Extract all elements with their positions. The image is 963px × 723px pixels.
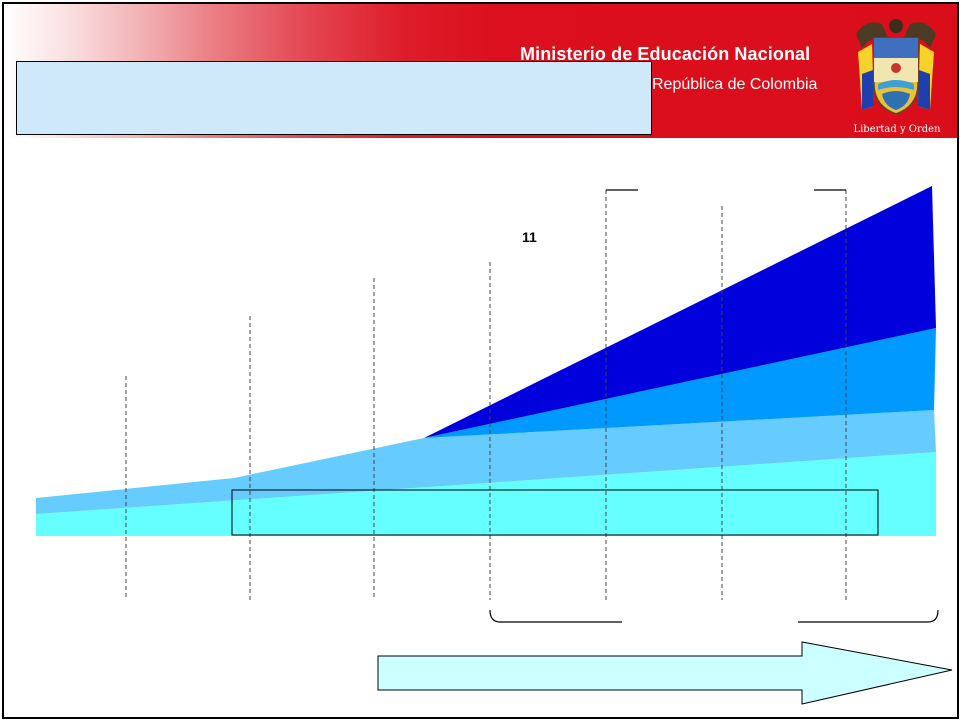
band-light-blue (36, 410, 936, 514)
progress-arrow (377, 641, 953, 705)
band-medium-blue (234, 328, 936, 478)
band-cyan (36, 452, 936, 536)
header-banner: Ministerio de Educación Nacional Repúbli… (4, 4, 957, 138)
growth-diagram (36, 186, 953, 705)
band-dark-blue (424, 186, 936, 438)
bottom-bracket (489, 609, 939, 623)
ministry-name: Ministerio de Educación Nacional (520, 44, 811, 64)
motto-text: Libertad y Orden (853, 124, 941, 135)
colombia-coat-of-arms-icon (856, 19, 936, 115)
central-box (231, 489, 879, 536)
country-name: República de Colombia (652, 76, 818, 93)
title-box (16, 61, 652, 135)
level-label: 11 (522, 229, 537, 245)
stage-divider-lines (125, 190, 847, 600)
